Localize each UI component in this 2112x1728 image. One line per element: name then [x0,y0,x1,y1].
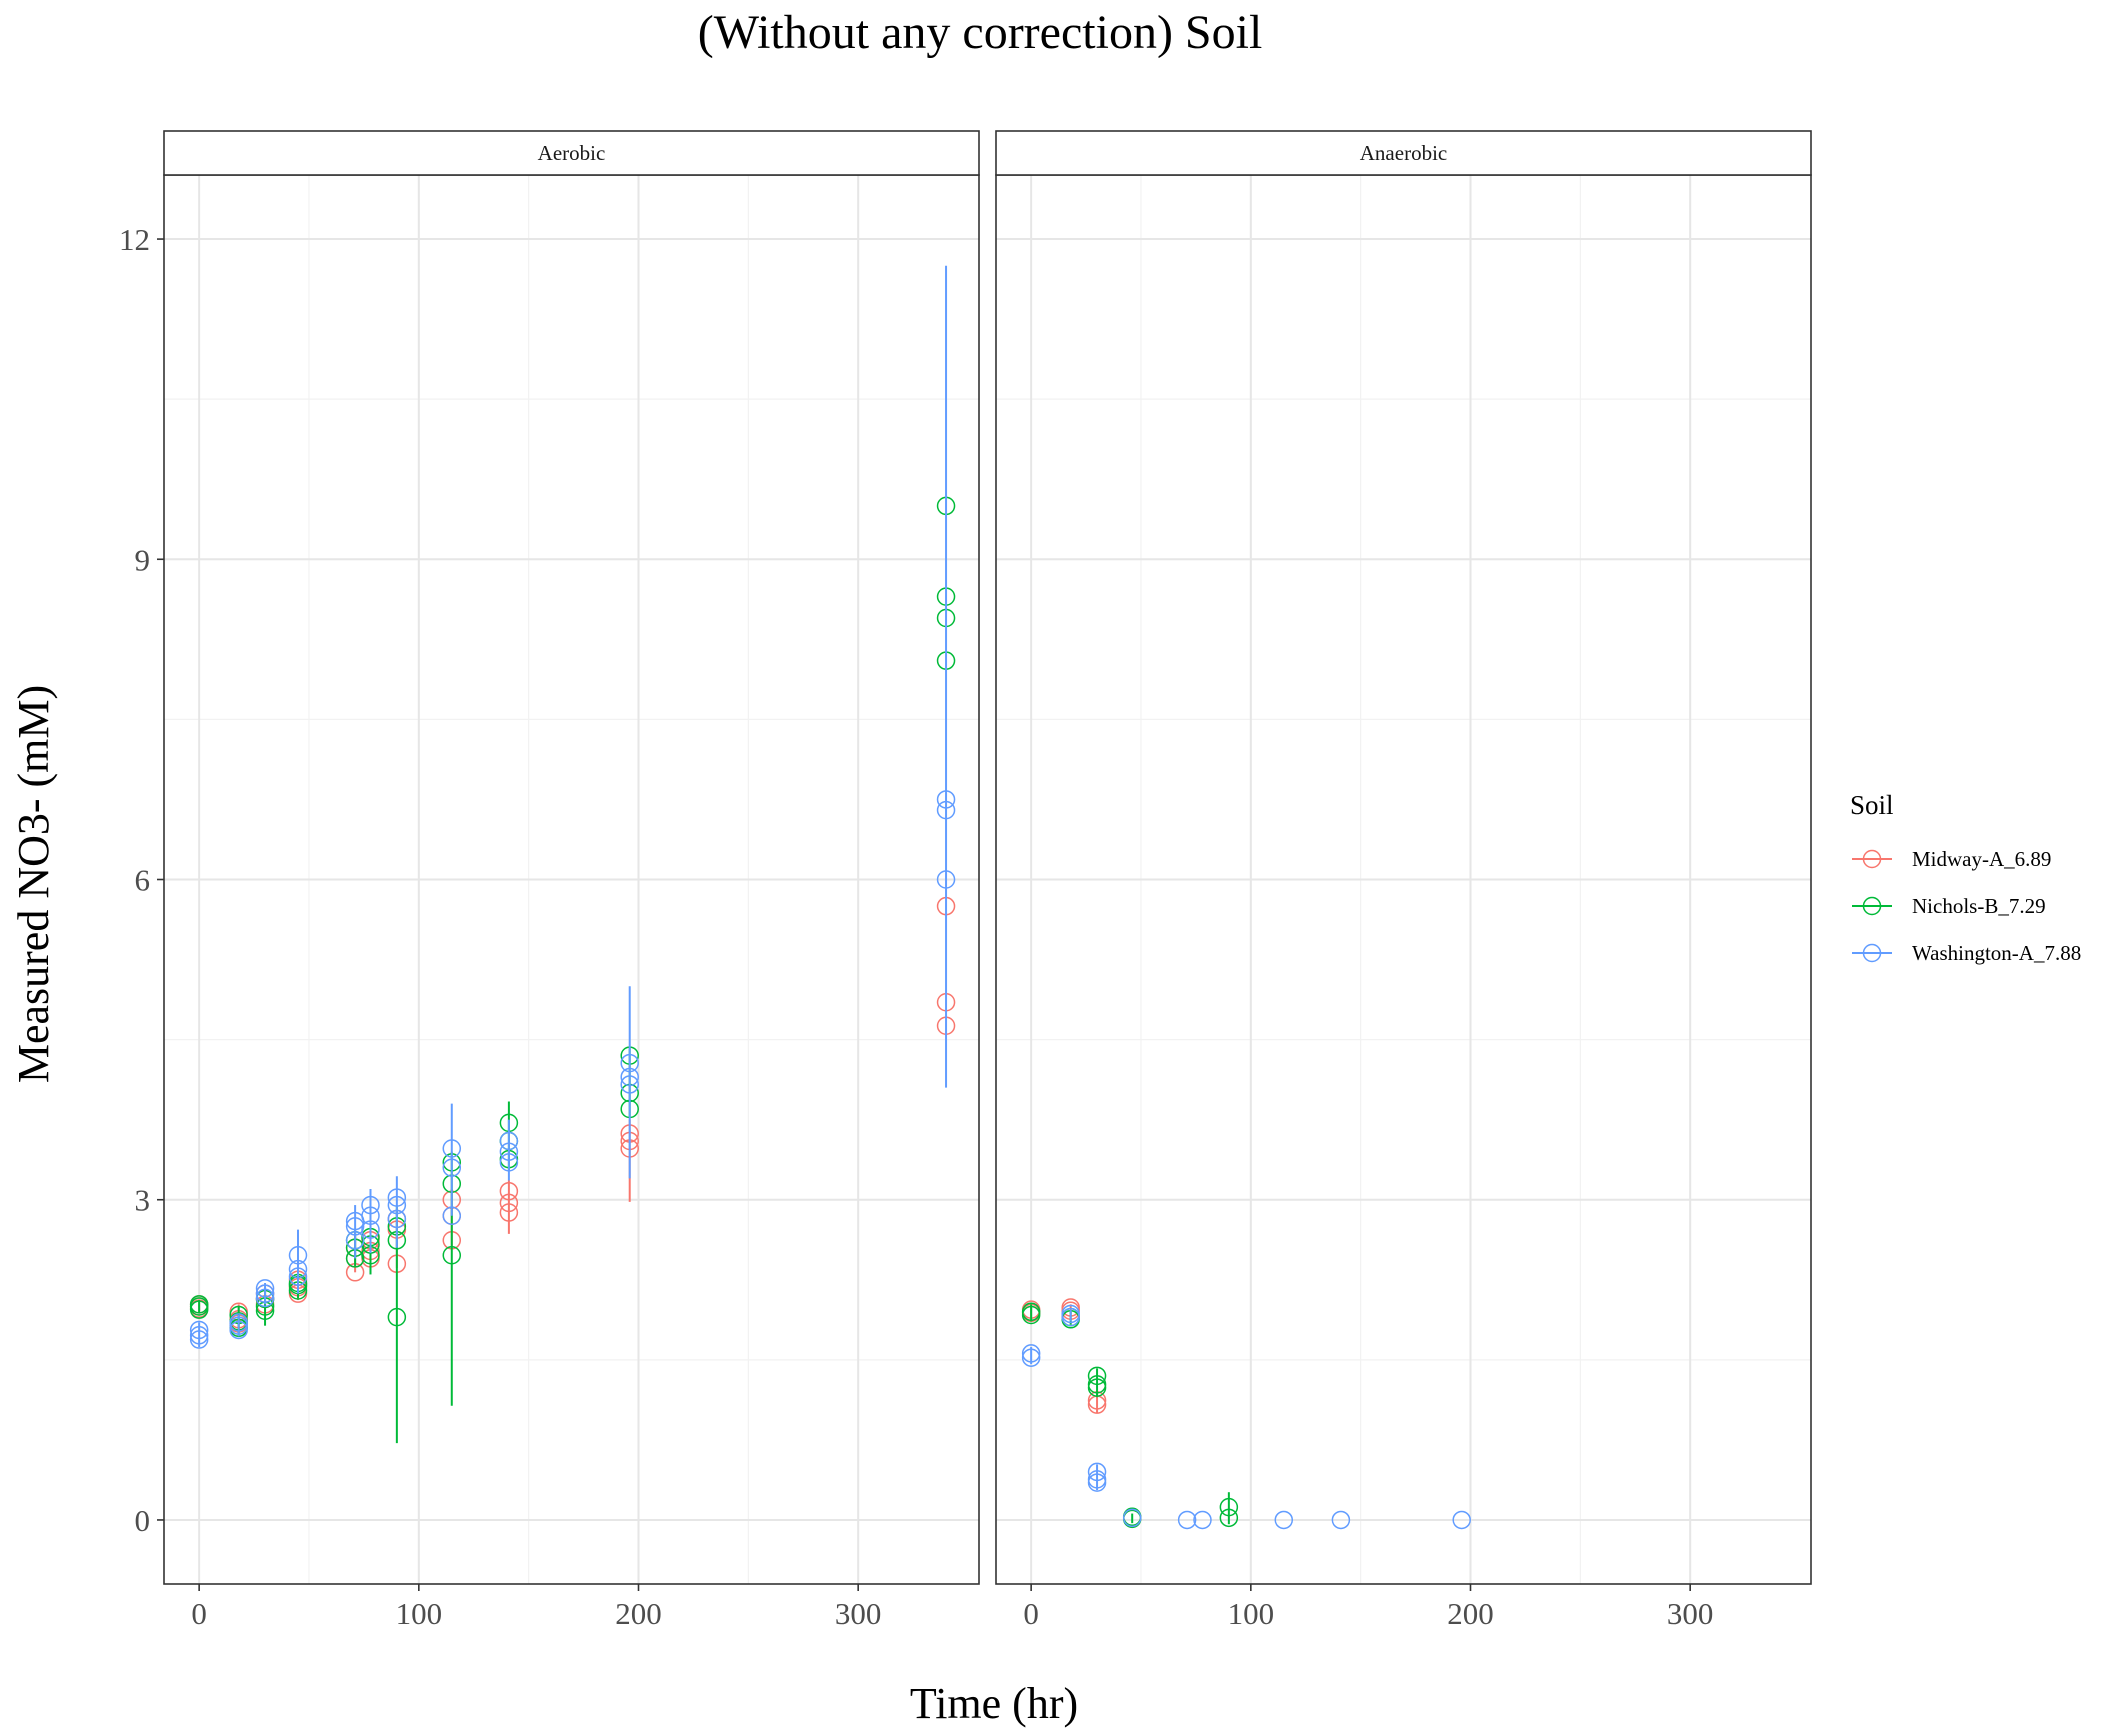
strip-box [995,130,1812,176]
data-point [1193,1510,1212,1530]
strip-box [163,130,980,176]
data-point [189,1320,209,1340]
data-point [345,1217,365,1236]
data-point [255,1279,275,1298]
data-point [499,1142,519,1161]
series-Midway-A_6.89 [189,896,956,1333]
data-point [387,1188,407,1207]
data-point [1177,1510,1197,1530]
data-point [229,1320,248,1340]
data-point [936,790,956,809]
x-tick-label: 200 [1447,1596,1494,1631]
legend-label: Nichols-B_7.29 [1912,894,2046,918]
data-point [387,1195,407,1215]
data-point [442,1139,462,1158]
data-point [620,1053,639,1073]
facet-panel-anaerobic: Anaerobic [995,130,1812,1585]
data-point [1331,1510,1351,1530]
data-point [288,1267,308,1286]
data-point [499,1203,519,1222]
y-axis-title: Measured NO3- (mM) [9,685,58,1083]
data-point [936,800,956,820]
data-point [189,1300,209,1319]
data-point [1061,1307,1080,1327]
legend-entry: Midway-A_6.89 [1852,847,2051,871]
legend-key-point [1862,896,1882,916]
x-tick-label: 0 [191,1596,207,1631]
data-point [229,1316,248,1335]
series-Midway-A_6.89 [1021,1298,1142,1528]
facet-panel-aerobic: Aerobic [163,130,980,1585]
legend-title: Soil [1850,790,1894,820]
data-point [1021,1305,1041,1325]
x-axis: 0 100 200 300 0 100 200 300 [191,1584,1713,1631]
series-Washington-A_7.88 [189,265,956,1349]
x-tick-label: 200 [615,1596,662,1631]
y-tick-label: 0 [135,1503,151,1538]
data-point [1219,1508,1239,1528]
x-tick-label: 100 [396,1596,443,1631]
data-point [255,1288,275,1308]
data-point [255,1284,275,1303]
y-tick-label: 6 [135,863,151,898]
data-point [620,1067,639,1087]
strip-label: Anaerobic [1360,141,1447,165]
x-tick-label: 300 [1667,1596,1714,1631]
strip-label: Aerobic [538,141,606,165]
data-point [499,1193,519,1213]
data-point [1452,1510,1471,1530]
data-point [288,1259,308,1279]
legend-label: Washington-A_7.88 [1912,941,2081,965]
y-axis: 0 3 6 9 12 [119,222,164,1538]
data-point [499,1181,519,1201]
data-point [189,1326,209,1345]
chart-title: (Without any correction) Soil [698,6,1263,59]
data-point [345,1231,365,1250]
data-point [1087,1378,1107,1397]
data-point [1021,1344,1041,1363]
x-tick-label: 300 [835,1596,882,1631]
grid [164,175,979,1584]
series-Nichols-B_7.29 [1021,1302,1239,1529]
data-point [361,1220,380,1239]
data-point [620,1075,639,1094]
data-point [1087,1366,1107,1386]
data-point [1274,1510,1294,1530]
data-point [442,1245,462,1265]
data-point [1087,1473,1107,1492]
data-point [288,1245,308,1265]
data-point [387,1307,407,1327]
x-axis-title: Time (hr) [910,1679,1078,1728]
data-point [499,1131,519,1151]
x-tick-label: 100 [1228,1596,1275,1631]
legend-key-point [1862,849,1882,869]
legend-entry: Washington-A_7.88 [1852,941,2081,965]
data-point [442,1206,462,1225]
y-tick-label: 9 [135,542,151,577]
y-tick-label: 12 [119,222,150,257]
data-point [1087,1462,1107,1482]
y-tick-label: 3 [135,1183,151,1218]
data-point [361,1206,380,1225]
data-point [1219,1497,1239,1517]
data-point [936,870,956,889]
data-point [499,1153,519,1172]
series-Washington-A_7.88 [1021,1304,1471,1530]
grid [996,175,1811,1584]
legend: Soil Midway-A_6.89 Nichols-B_7.29 Washingt… [1850,790,2081,965]
data-point [387,1209,407,1229]
data-point [442,1158,462,1177]
legend-entry: Nichols-B_7.29 [1852,894,2046,918]
legend-label: Midway-A_6.89 [1912,847,2051,871]
legend-key-point [1862,943,1882,963]
data-point [361,1195,380,1215]
data-point [1021,1348,1041,1367]
data-point [189,1330,209,1349]
data-point [1122,1508,1142,1528]
series-Nichols-B_7.29 [189,496,956,1444]
x-tick-label: 0 [1023,1596,1039,1631]
